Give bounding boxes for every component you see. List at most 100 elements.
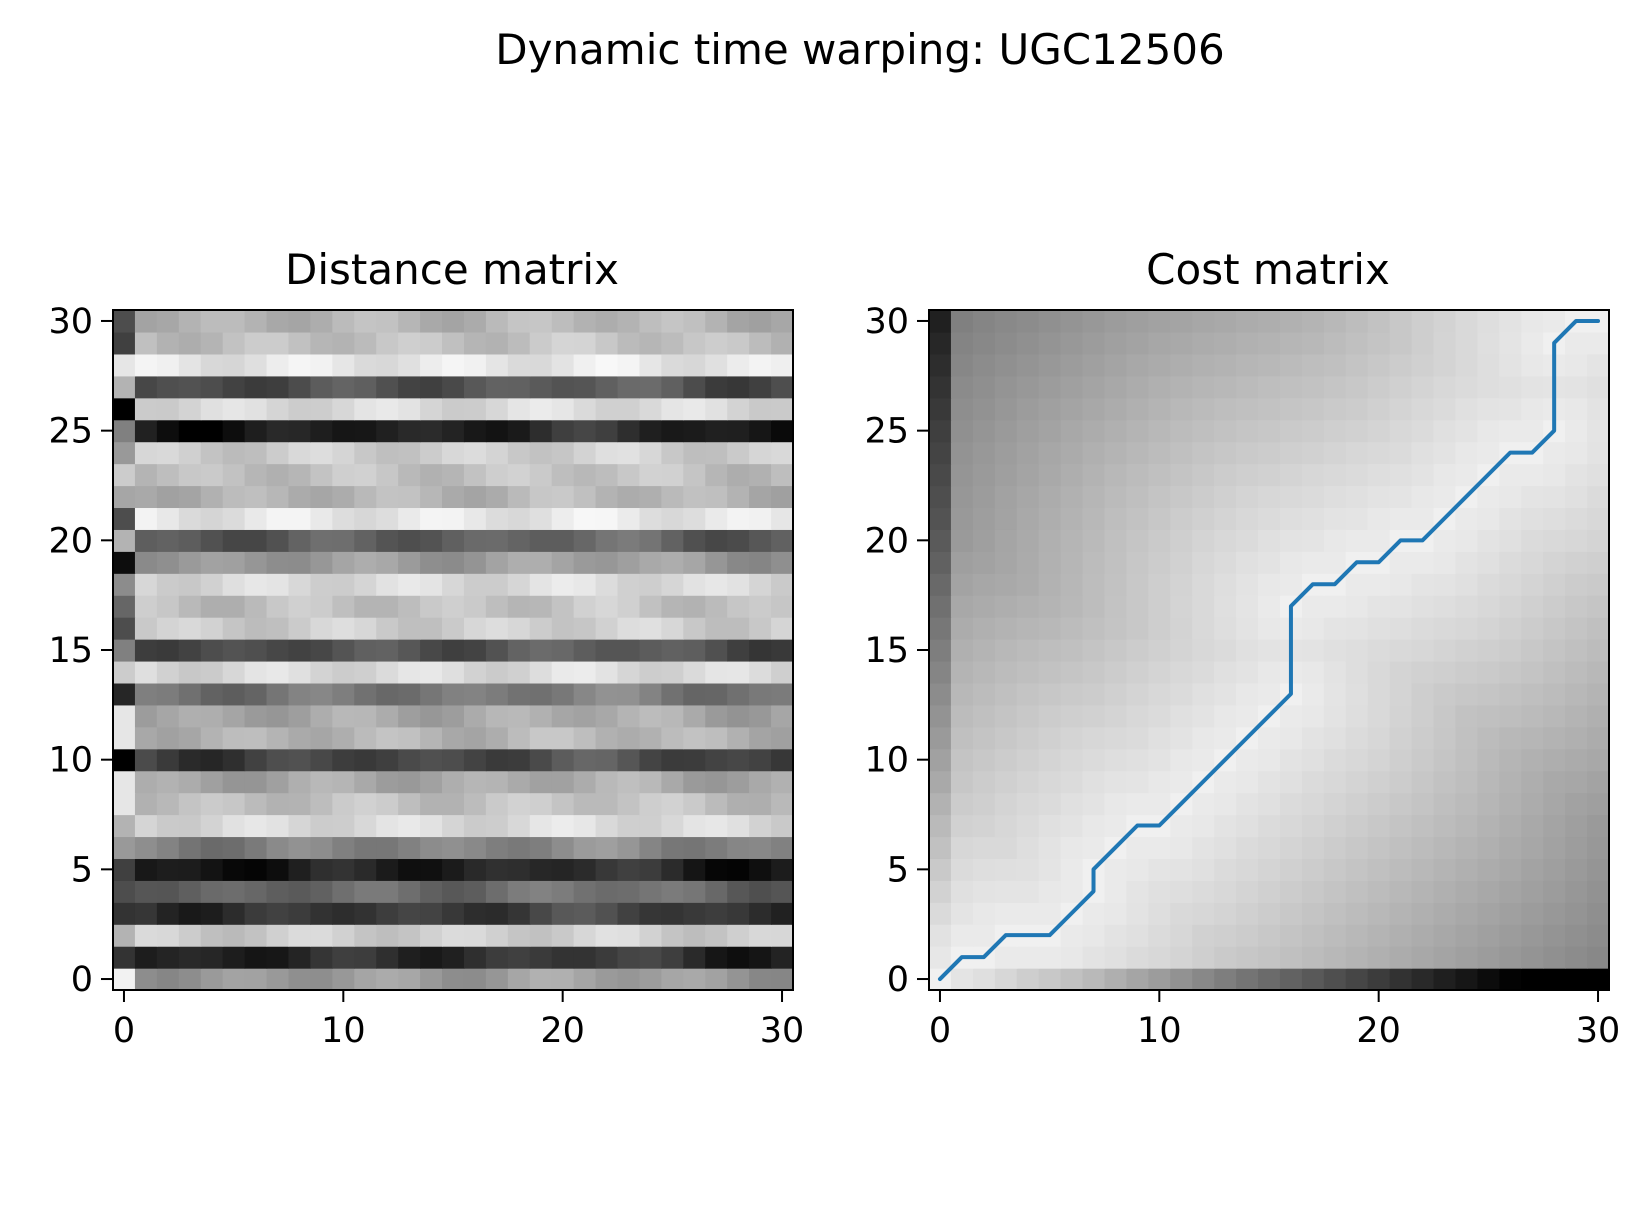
heatmap-cell [1543,529,1566,552]
heatmap-cell [156,485,180,509]
heatmap-cell [771,836,794,859]
heatmap-cell [420,331,443,355]
heatmap-cell [156,682,180,706]
heatmap-cell [156,946,180,969]
heatmap-cell [200,419,224,443]
heatmap-cell [156,858,180,881]
heatmap-cell [1389,748,1413,772]
heatmap-cell [156,726,180,750]
heatmap-cell [749,463,772,487]
heatmap-cell [1258,682,1281,706]
heatmap-cell [507,419,531,443]
heatmap-cell [134,682,158,706]
heatmap-cell [1477,353,1500,377]
heatmap-cell [1477,331,1500,355]
heatmap-cell [1148,726,1171,750]
heatmap-cell [1455,353,1478,377]
heatmap-cell [705,375,728,399]
heatmap-cell [1170,441,1193,465]
heatmap-cell [156,573,180,596]
heatmap-cell [288,441,312,465]
heatmap-cell [595,770,619,794]
heatmap-cell [1148,748,1171,772]
heatmap-cell [134,485,158,509]
heatmap-cell [771,902,794,925]
heatmap-cell [661,441,684,465]
heatmap-cell [1236,814,1259,838]
heatmap-cell [705,968,728,991]
heatmap-cell [1433,792,1457,816]
heatmap-cell [1301,924,1325,947]
heatmap-cell [1499,660,1522,684]
heatmap-cell [950,660,974,684]
heatmap-cell [1236,902,1259,925]
heatmap-cell [354,946,377,969]
heatmap-cell [529,551,553,574]
heatmap-cell [485,704,509,728]
y-tick-label: 20 [864,521,909,561]
heatmap-cell [134,551,158,574]
heatmap-cell [420,353,443,377]
heatmap-cell [485,924,509,947]
heatmap-cell [639,397,662,421]
heatmap-cell [573,441,597,465]
heatmap-cell [639,660,662,684]
heatmap-cell [727,353,750,377]
heatmap-cell [507,353,531,377]
y-tick-label: 25 [864,412,909,452]
heatmap-cell [1038,858,1062,881]
heatmap-cell [200,463,224,487]
heatmap-cell [639,441,662,465]
heatmap-cell [705,682,728,706]
heatmap-cell [1587,814,1610,838]
heatmap-cell [994,814,1018,838]
heatmap-cell [134,419,158,443]
heatmap-cell [1060,814,1084,838]
heatmap-cell [178,902,202,925]
heatmap-cell [1148,792,1171,816]
heatmap-cell [222,419,246,443]
heatmap-cell [1082,310,1106,333]
heatmap-cell [266,419,290,443]
heatmap-cell [178,331,202,355]
heatmap-cell [771,463,794,487]
heatmap-cell [1411,660,1435,684]
heatmap-cell [1258,617,1281,640]
heatmap-cell [1214,726,1237,750]
heatmap-cell [929,507,952,530]
heatmap-cell [1455,858,1478,881]
heatmap-cell [727,639,750,662]
heatmap-cell [994,375,1018,399]
heatmap-cell [1455,551,1478,574]
heatmap-cell [1170,419,1193,443]
heatmap-cell [178,617,202,640]
heatmap-cell [1148,836,1171,859]
heatmap-cell [1126,748,1149,772]
heatmap-cell [354,419,377,443]
heatmap-cell [950,880,974,903]
heatmap-cell [1258,397,1281,421]
heatmap-cell [573,836,597,859]
heatmap-cell [1148,419,1171,443]
heatmap-cell [485,880,509,903]
heatmap-cell [972,639,996,662]
heatmap-cell [266,485,290,509]
heatmap-cell [1565,485,1588,509]
heatmap-cell [442,331,465,355]
heatmap-cell [617,353,641,377]
heatmap-cell [771,419,794,443]
heatmap-cell [617,485,641,509]
heatmap-cell [376,814,399,838]
heatmap-cell [661,617,684,640]
heatmap-cell [156,814,180,838]
heatmap-cell [749,814,772,838]
heatmap-cell [113,726,136,750]
heatmap-cell [749,573,772,596]
heatmap-cell [595,485,619,509]
heatmap-cell [244,639,268,662]
heatmap-cell [639,880,662,903]
heatmap-cell [1214,814,1237,838]
heatmap-cell [1499,792,1522,816]
heatmap-cell [573,682,597,706]
heatmap-cell [1258,441,1281,465]
